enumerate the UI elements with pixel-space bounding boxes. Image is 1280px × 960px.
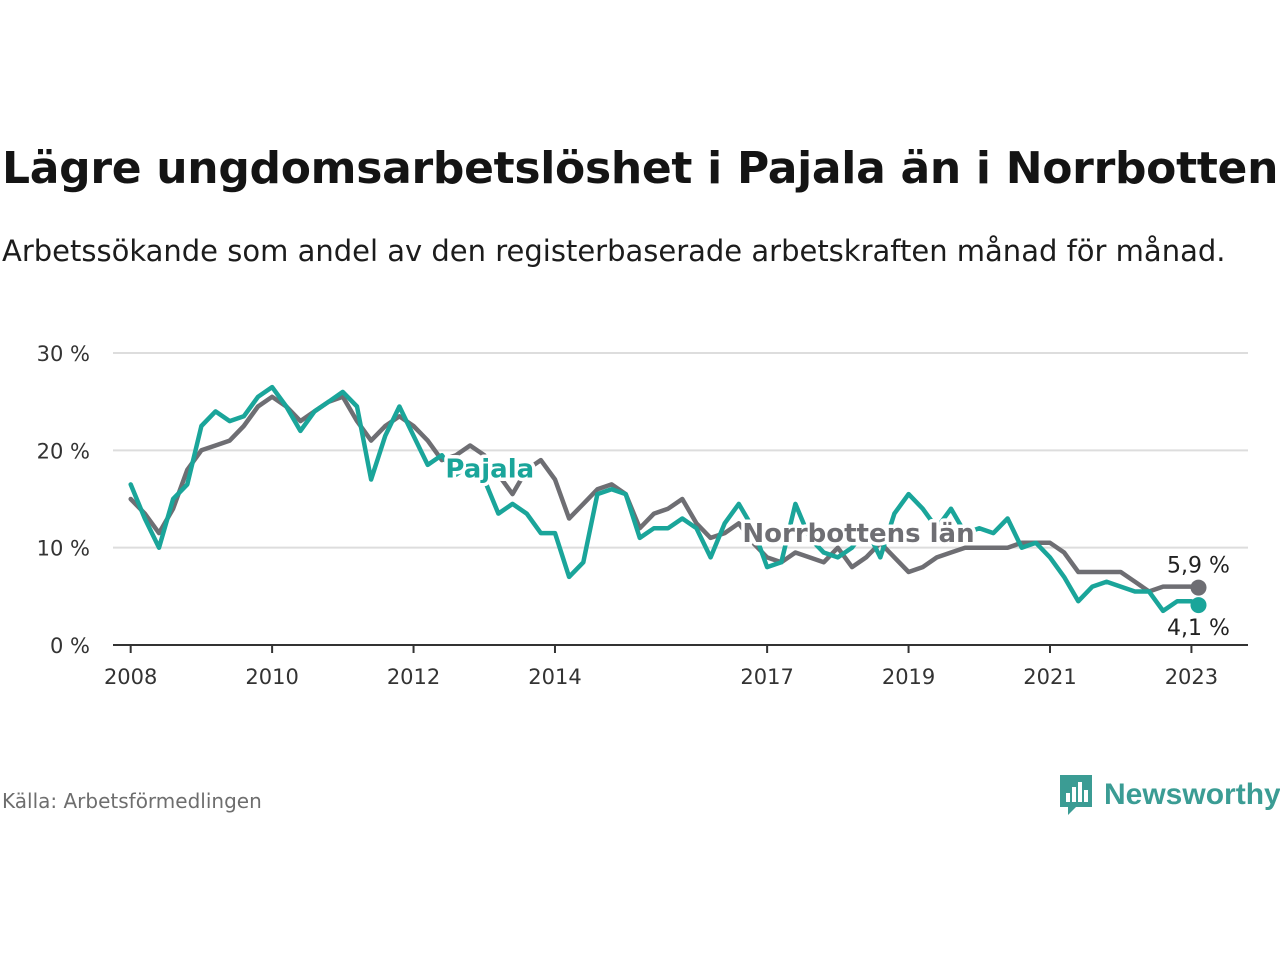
x-tick-label: 2012	[387, 665, 440, 689]
series-label-norrbotten: Norrbottens län	[742, 519, 974, 549]
series-label-pajala: Pajala	[445, 455, 534, 485]
end-label-norrbotten: 5,9 %	[1167, 554, 1230, 579]
x-tick-label: 2019	[882, 665, 935, 689]
end-marker-pajala	[1190, 597, 1207, 614]
series-line-pajala	[128, 384, 1201, 614]
x-tick-label: 2008	[104, 665, 157, 689]
brand-logo: Newsworthy	[1058, 773, 1280, 817]
x-tick-label: 2010	[245, 665, 298, 689]
y-tick-label: 20 %	[37, 439, 90, 463]
x-tick-label: 2017	[740, 665, 793, 689]
x-tick-label: 2014	[528, 665, 581, 689]
x-tick-label: 2021	[1023, 665, 1076, 689]
y-tick-label: 30 %	[37, 342, 90, 366]
y-tick-label: 0 %	[50, 634, 90, 658]
source-note: Källa: Arbetsförmedlingen	[2, 789, 262, 813]
brand-name: Newsworthy	[1104, 778, 1280, 811]
y-tick-label: 10 %	[37, 537, 90, 561]
line-chart: 0 % 10 % 20 % 30 % 2008 2010 2012 2014 2017 2019 2…	[37, 342, 1248, 689]
x-tick-label: 2023	[1165, 665, 1218, 689]
end-marker-norrbotten	[1190, 579, 1207, 596]
end-label-pajala: 4,1 %	[1167, 616, 1230, 641]
chart-subtitle: Arbetssökande som andel av den registerb…	[2, 234, 1226, 268]
series-line-norrbotten	[128, 394, 1201, 594]
chart-title: Lägre ungdomsarbetslöshet i Pajala än i …	[2, 143, 1279, 194]
newsworthy-logo-icon	[1060, 775, 1092, 815]
